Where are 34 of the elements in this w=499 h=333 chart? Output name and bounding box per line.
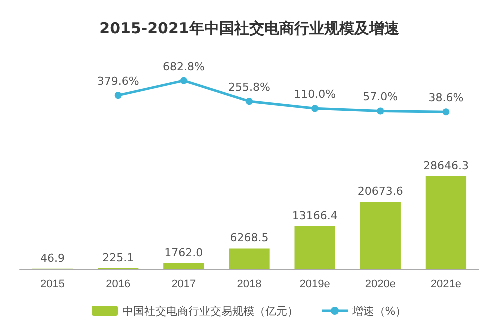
bar: [426, 176, 467, 269]
data-label: 6268.5: [230, 232, 269, 245]
point: [180, 77, 188, 84]
x-tick-label: 2015: [40, 278, 66, 290]
data-label: 13166.4: [292, 209, 338, 222]
point: [312, 105, 319, 112]
point: [377, 108, 384, 115]
x-tick-label: 2016: [106, 278, 131, 290]
data-label: 46.9: [40, 252, 66, 265]
chart-title: 2015-2021年中国社交电商行业规模及增速: [100, 20, 400, 38]
point: [246, 98, 253, 106]
data-label: 379.6%: [97, 75, 140, 88]
data-label: 682.8%: [162, 60, 205, 74]
data-label: 255.8%: [228, 81, 270, 94]
data-label: 38.6%: [428, 92, 464, 105]
data-label: 28646.3: [423, 159, 469, 172]
bar: [360, 202, 401, 269]
bar: [229, 248, 270, 269]
x-tick-label: 2021e: [430, 278, 462, 290]
x-tick-label: 2019e: [300, 278, 330, 290]
data-label: 225.1: [102, 251, 134, 264]
point: [114, 92, 122, 100]
x-tick-label: 2017: [172, 278, 196, 290]
legend-label: 中国社交电商行业交易规模（亿元）: [122, 304, 298, 318]
data-label: 1762.0: [164, 246, 204, 260]
bar: [294, 226, 336, 269]
legend-label: 增速（%）: [352, 304, 407, 318]
x-tick-label: 2018: [237, 278, 262, 290]
x-tick-label: 2020e: [365, 278, 396, 290]
data-label: 57.0%: [363, 90, 398, 104]
data-label: 110.0%: [294, 88, 336, 102]
bar: [164, 263, 204, 269]
data-label: 20673.6: [358, 185, 404, 198]
point: [442, 108, 450, 116]
